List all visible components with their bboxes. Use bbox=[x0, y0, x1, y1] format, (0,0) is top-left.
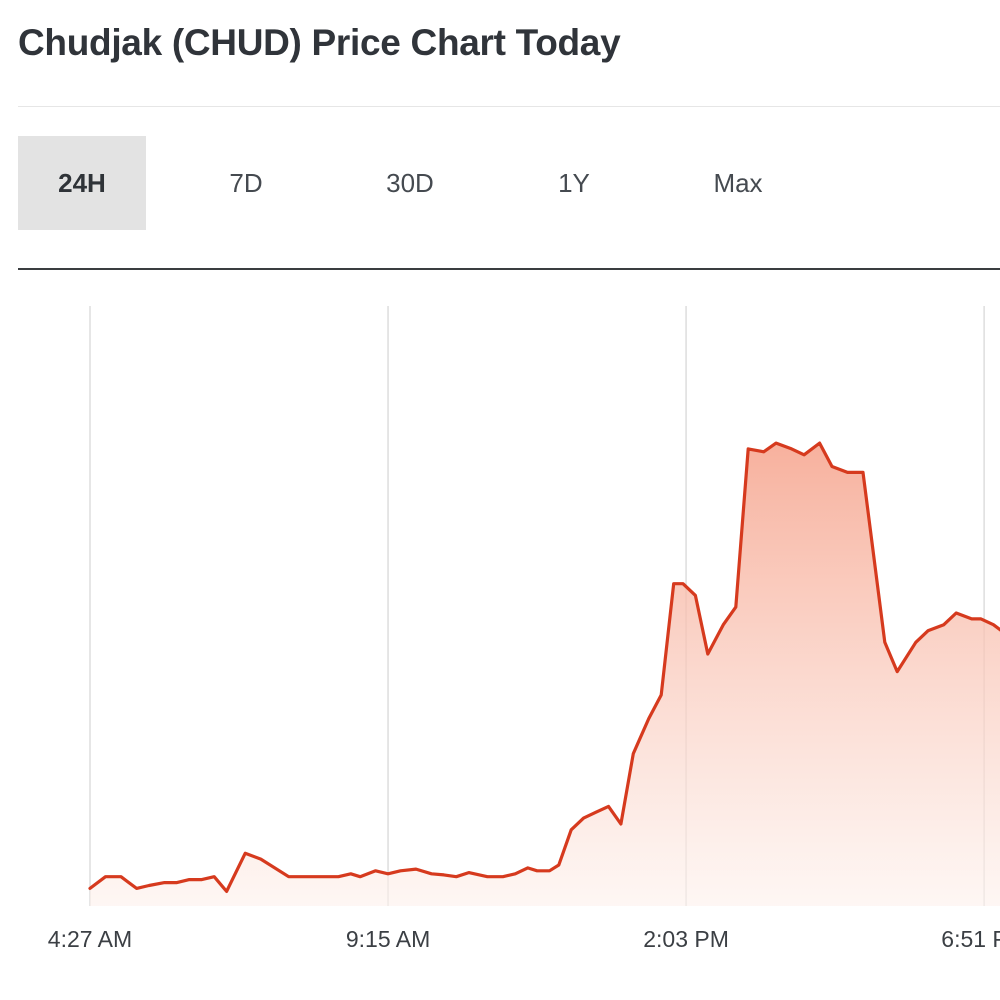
x-tick-label: 9:15 AM bbox=[346, 926, 430, 952]
x-axis-ticks: 4:27 AM 9:15 AM 2:03 PM 6:51 PM bbox=[48, 926, 1000, 952]
x-tick-label: 4:27 AM bbox=[48, 926, 132, 952]
header-divider bbox=[18, 106, 1000, 107]
x-tick-label: 6:51 PM bbox=[941, 926, 1000, 952]
x-tick-label: 2:03 PM bbox=[643, 926, 729, 952]
timeframe-tabs: 24H 7D 30D 1Y Max bbox=[18, 136, 802, 230]
price-area-fill bbox=[90, 443, 1000, 906]
tab-1y[interactable]: 1Y bbox=[558, 167, 590, 198]
page-title: Chudjak (CHUD) Price Chart Today bbox=[18, 22, 621, 63]
tab-7d[interactable]: 7D bbox=[229, 167, 263, 198]
tab-max[interactable]: Max bbox=[713, 167, 763, 198]
price-line bbox=[88, 441, 1000, 893]
tabs-divider bbox=[18, 268, 1000, 270]
tab-24h[interactable]: 24H bbox=[18, 136, 146, 230]
tab-30d[interactable]: 30D bbox=[386, 167, 434, 198]
